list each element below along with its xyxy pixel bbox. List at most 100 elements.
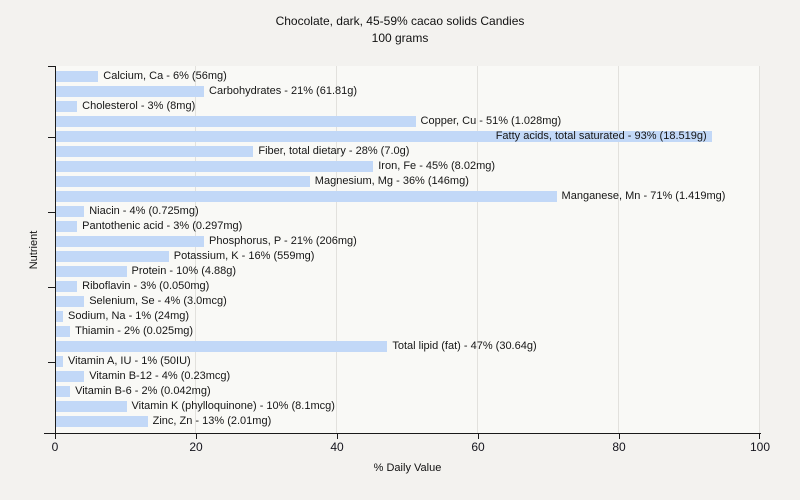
bar-row: Fiber, total dietary - 28% (7.0g): [56, 144, 760, 159]
x-axis-label: % Daily Value: [373, 462, 442, 474]
y-axis-tick: [48, 66, 55, 67]
x-axis-tick: [478, 434, 479, 439]
nutrient-bar: [56, 146, 254, 157]
nutrient-bar: [56, 281, 78, 292]
bar-label: Manganese, Mn - 71% (1.419mg): [561, 190, 726, 202]
bar-row: Manganese, Mn - 71% (1.419mg): [56, 189, 760, 204]
bar-label: Zinc, Zn - 13% (2.01mg): [152, 415, 272, 427]
bar-label: Iron, Fe - 45% (8.02mg): [378, 160, 496, 172]
nutrient-bar: [56, 296, 85, 307]
gridline-x-80: [618, 66, 619, 433]
y-axis-tick: [48, 137, 55, 138]
x-axis-tick-label: 80: [612, 440, 626, 454]
x-axis-tick-label: 20: [189, 440, 203, 454]
x-axis-tick: [759, 434, 760, 439]
bar-row: Carbohydrates - 21% (61.81g): [56, 84, 760, 99]
bar-label: Vitamin B-6 - 2% (0.042mg): [75, 385, 211, 397]
nutrient-bar: [56, 371, 85, 382]
y-axis-line: [55, 66, 56, 438]
nutrient-bar: [56, 311, 64, 322]
title-block: Chocolate, dark, 45-59% cacao solids Can…: [0, 13, 800, 47]
y-axis-tick: [48, 212, 55, 213]
bar-label: Copper, Cu - 51% (1.028mg): [420, 115, 562, 127]
nutrient-bar: [56, 71, 99, 82]
x-axis-tick: [196, 434, 197, 439]
x-axis-tick: [337, 434, 338, 439]
nutrient-bar: [56, 356, 64, 367]
bar-row: Iron, Fe - 45% (8.02mg): [56, 159, 760, 174]
bar-row: Riboflavin - 3% (0.050mg): [56, 279, 760, 294]
x-axis-tick-label: 0: [51, 440, 59, 454]
bar-row: Fatty acids, total saturated - 93% (18.5…: [56, 129, 760, 144]
bar-label: Carbohydrates - 21% (61.81g): [209, 85, 358, 97]
nutrient-bar: [56, 341, 388, 352]
bar-row: Thiamin - 2% (0.025mg): [56, 324, 760, 339]
bar-label: Riboflavin - 3% (0.050mg): [82, 280, 210, 292]
bar-row: Vitamin B-12 - 4% (0.23mcg): [56, 369, 760, 384]
bar-row: Selenium, Se - 4% (3.0mcg): [56, 294, 760, 309]
bar-row: Zinc, Zn - 13% (2.01mg): [56, 414, 760, 429]
nutrient-bar: [56, 206, 85, 217]
bar-row: Copper, Cu - 51% (1.028mg): [56, 114, 760, 129]
nutrient-bar: [56, 416, 148, 427]
bar-label: Calcium, Ca - 6% (56mg): [103, 70, 227, 82]
x-axis-tick-label: 100: [749, 440, 771, 454]
nutrient-bar: [56, 236, 205, 247]
nutrient-bar: [56, 176, 310, 187]
chart-subtitle: 100 grams: [371, 31, 429, 45]
gridline-x-100: [759, 66, 760, 433]
bar-label: Fiber, total dietary - 28% (7.0g): [258, 145, 410, 157]
bar-label: Cholesterol - 3% (8mg): [82, 100, 196, 112]
nutrient-bar: [56, 86, 205, 97]
bar-row: Pantothenic acid - 3% (0.297mg): [56, 219, 760, 234]
nutrient-bar: [56, 131, 712, 142]
nutrient-bar: [56, 101, 78, 112]
bar-row: Calcium, Ca - 6% (56mg): [56, 69, 760, 84]
nutrient-bar: [56, 326, 71, 337]
x-axis-tick-label: 60: [471, 440, 485, 454]
bar-label: Vitamin A, IU - 1% (50IU): [68, 355, 191, 367]
bar-row: Total lipid (fat) - 47% (30.64g): [56, 339, 760, 354]
nutrient-bar: [56, 401, 127, 412]
chart-title: Chocolate, dark, 45-59% cacao solids Can…: [275, 14, 525, 28]
bar-row: Magnesium, Mg - 36% (146mg): [56, 174, 760, 189]
x-axis-line: [44, 433, 761, 434]
y-axis-tick: [48, 287, 55, 288]
nutrient-bar: [56, 251, 169, 262]
nutrient-bar: [56, 386, 71, 397]
nutrient-bar: [56, 266, 127, 277]
bar-row: Niacin - 4% (0.725mg): [56, 204, 760, 219]
bar-row: Sodium, Na - 1% (24mg): [56, 309, 760, 324]
bar-label: Vitamin K (phylloquinone) - 10% (8.1mcg): [131, 400, 335, 412]
y-axis-label: Nutrient: [28, 230, 40, 270]
bar-label: Protein - 10% (4.88g): [131, 265, 237, 277]
y-axis-tick: [48, 362, 55, 363]
plot-area: Calcium, Ca - 6% (56mg) Carbohydrates - 2…: [55, 66, 760, 433]
bar-label: Selenium, Se - 4% (3.0mcg): [89, 295, 227, 307]
gridline-x-20: [195, 66, 196, 433]
gridline-x-40: [336, 66, 337, 433]
bar-row: Vitamin K (phylloquinone) - 10% (8.1mcg): [56, 399, 760, 414]
bar-row: Protein - 10% (4.88g): [56, 264, 760, 279]
x-axis-tick: [619, 434, 620, 439]
bar-label: Niacin - 4% (0.725mg): [89, 205, 199, 217]
nutrient-bar: [56, 116, 416, 127]
bar-label: Magnesium, Mg - 36% (146mg): [314, 175, 469, 187]
gridline-x-60: [477, 66, 478, 433]
x-axis-tick-label: 40: [330, 440, 344, 454]
bar-label: Pantothenic acid - 3% (0.297mg): [82, 220, 243, 232]
nutrient-bar: [56, 221, 78, 232]
bar-row: Phosphorus, P - 21% (206mg): [56, 234, 760, 249]
x-axis-tick: [55, 434, 56, 439]
bar-label: Potassium, K - 16% (559mg): [173, 250, 315, 262]
bar-label: Thiamin - 2% (0.025mg): [75, 325, 194, 337]
bar-label: Vitamin B-12 - 4% (0.23mcg): [89, 370, 231, 382]
bar-label: Sodium, Na - 1% (24mg): [68, 310, 190, 322]
nutrient-bar: [56, 161, 374, 172]
bar-label: Total lipid (fat) - 47% (30.64g): [392, 340, 537, 352]
bar-label: Fatty acids, total saturated - 93% (18.5…: [495, 130, 707, 142]
bar-row: Cholesterol - 3% (8mg): [56, 99, 760, 114]
bar-label: Phosphorus, P - 21% (206mg): [209, 235, 357, 247]
bar-row: Vitamin A, IU - 1% (50IU): [56, 354, 760, 369]
